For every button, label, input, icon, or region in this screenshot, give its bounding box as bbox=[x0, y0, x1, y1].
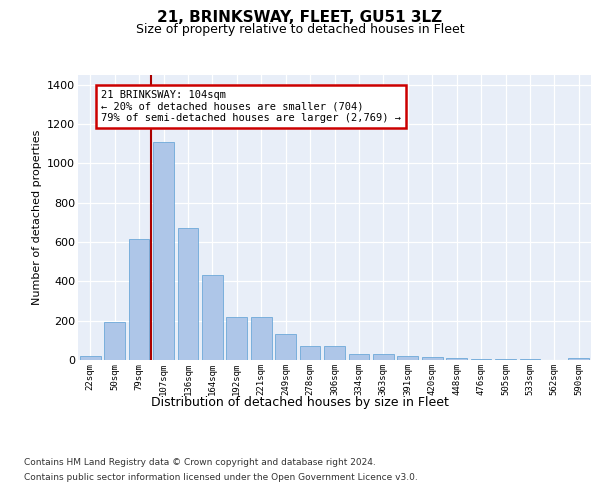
Text: Size of property relative to detached houses in Fleet: Size of property relative to detached ho… bbox=[136, 24, 464, 36]
Bar bbox=[324, 346, 345, 360]
Text: Contains public sector information licensed under the Open Government Licence v3: Contains public sector information licen… bbox=[24, 473, 418, 482]
Bar bbox=[104, 322, 125, 360]
Bar bbox=[422, 356, 443, 360]
Y-axis label: Number of detached properties: Number of detached properties bbox=[32, 130, 41, 305]
Text: 21, BRINKSWAY, FLEET, GU51 3LZ: 21, BRINKSWAY, FLEET, GU51 3LZ bbox=[157, 10, 443, 25]
Text: Distribution of detached houses by size in Fleet: Distribution of detached houses by size … bbox=[151, 396, 449, 409]
Bar bbox=[495, 358, 516, 360]
Bar bbox=[299, 346, 320, 360]
Bar bbox=[202, 276, 223, 360]
Bar bbox=[128, 239, 149, 360]
Text: Contains HM Land Registry data © Crown copyright and database right 2024.: Contains HM Land Registry data © Crown c… bbox=[24, 458, 376, 467]
Bar bbox=[153, 142, 174, 360]
Bar bbox=[178, 228, 199, 360]
Text: 21 BRINKSWAY: 104sqm
← 20% of detached houses are smaller (704)
79% of semi-deta: 21 BRINKSWAY: 104sqm ← 20% of detached h… bbox=[101, 90, 401, 123]
Bar bbox=[226, 317, 247, 360]
Bar bbox=[397, 356, 418, 360]
Bar bbox=[470, 358, 491, 360]
Bar bbox=[80, 356, 101, 360]
Bar bbox=[275, 334, 296, 360]
Bar bbox=[251, 317, 272, 360]
Bar bbox=[349, 354, 370, 360]
Bar bbox=[568, 358, 589, 360]
Bar bbox=[446, 358, 467, 360]
Bar bbox=[373, 354, 394, 360]
